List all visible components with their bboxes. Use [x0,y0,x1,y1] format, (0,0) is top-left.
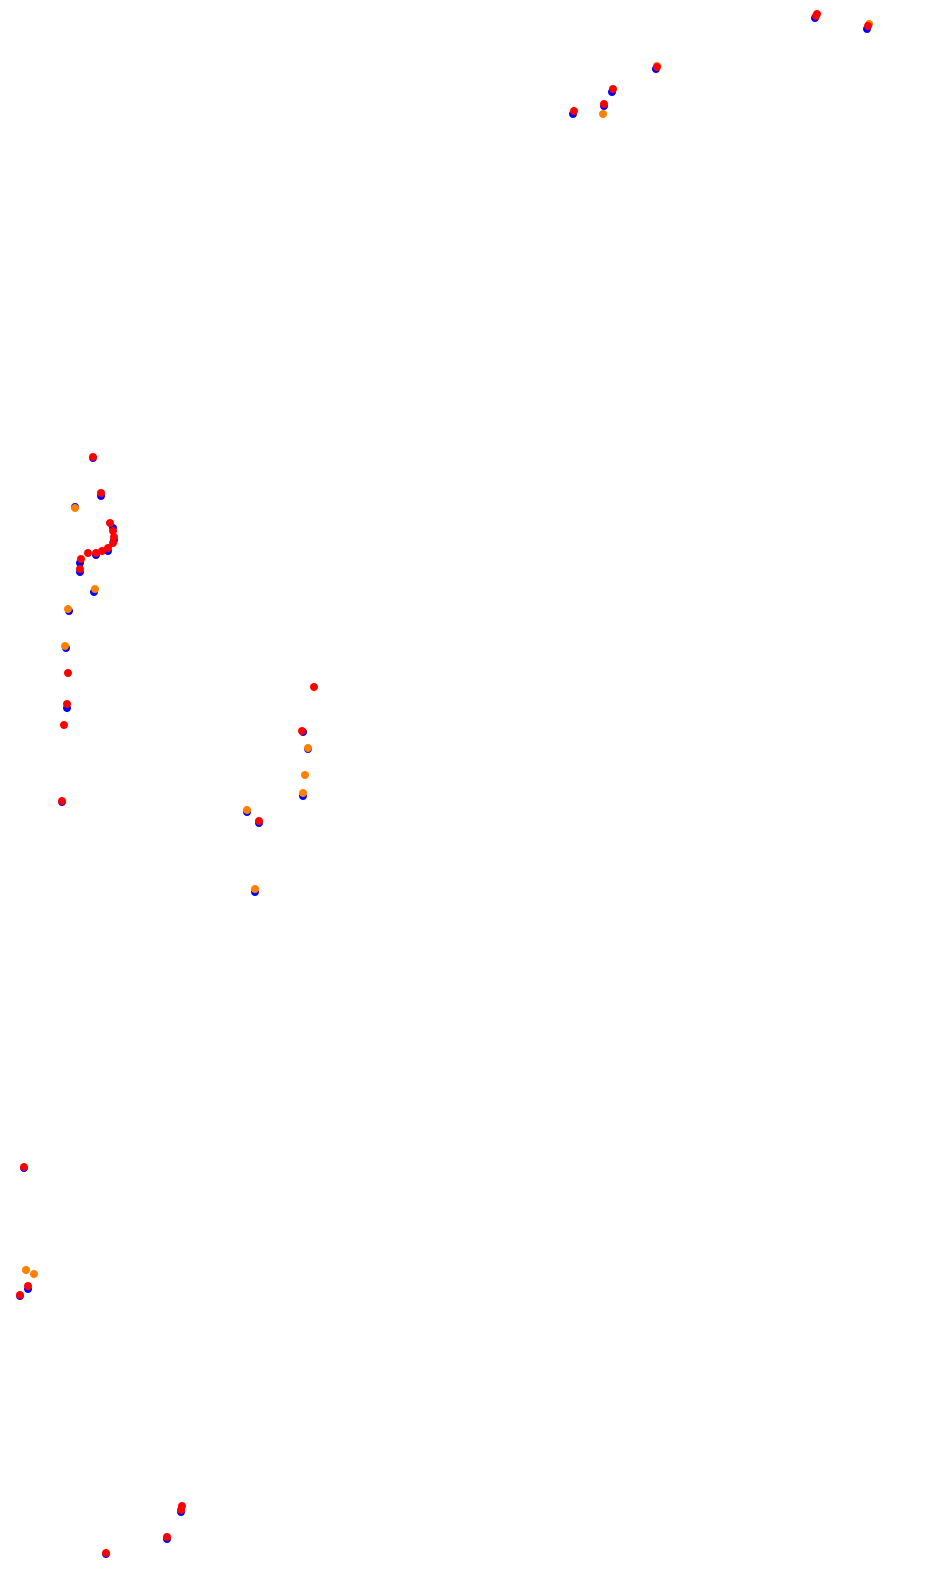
point [104,544,112,552]
point [570,107,578,115]
point [63,700,71,708]
point [76,565,84,573]
point [864,22,872,30]
point [92,549,100,557]
point [109,527,117,535]
point [163,1533,171,1541]
point [91,585,99,593]
point [89,453,97,461]
point [310,683,318,691]
point [304,744,312,752]
point [251,885,259,893]
point [20,1163,28,1171]
point [84,549,92,557]
point [110,533,118,541]
point [30,1270,38,1278]
point [243,806,251,814]
point [299,789,307,797]
point [102,1549,110,1557]
point [599,110,607,118]
point [255,817,263,825]
point [97,489,105,497]
point [298,727,306,735]
point [600,100,608,108]
point [64,605,72,613]
point [109,539,117,547]
point [22,1266,30,1274]
point [77,555,85,563]
point [813,10,821,18]
point [58,797,66,805]
point [106,519,114,527]
point [64,669,72,677]
point [60,721,68,729]
point [653,63,661,71]
point [24,1282,32,1290]
point [71,504,79,512]
point [301,771,309,779]
point [177,1506,185,1514]
point [609,85,617,93]
point [61,642,69,650]
point [16,1291,24,1299]
